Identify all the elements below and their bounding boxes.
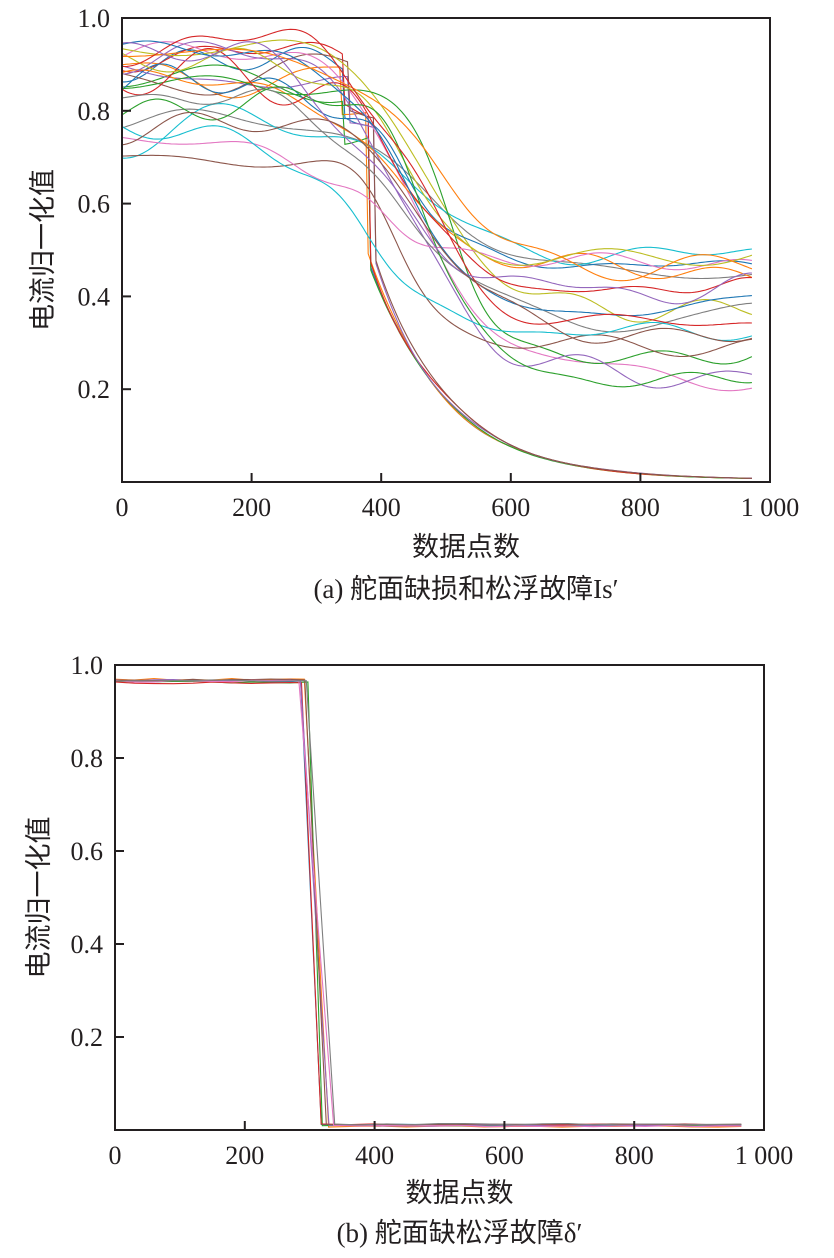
chart-b-caption: (b) 舵面缺松浮故障δ′	[337, 1218, 583, 1248]
x-tick-label: 0	[109, 1141, 122, 1170]
chart-a-series-line	[121, 48, 752, 294]
chart-a-series-line	[121, 63, 753, 269]
x-tick-label: 200	[232, 493, 271, 522]
chart-a-x-axis-title: 数据点数	[412, 532, 520, 563]
chart-a-series-line	[121, 41, 752, 305]
chart-a-series-line	[121, 69, 753, 280]
chart-a-series-line	[121, 75, 753, 365]
chart-a: 0 200 400 600 800 1 000 0.2 0.4 0.6 0.8 1.0 电流归一化值…	[28, 4, 799, 604]
x-tick-label: 600	[491, 493, 530, 522]
x-tick-label: 600	[485, 1141, 524, 1170]
chart-b-series-line	[114, 678, 742, 1126]
chart-b-series-line	[114, 679, 742, 1126]
y-tick-label: 0.4	[78, 282, 111, 311]
chart-a-series-line	[121, 86, 752, 388]
chart-a-ticks: 0 200 400 600 800 1 000 0.2 0.4 0.6 0.8 1.0	[78, 4, 800, 522]
chart-b-series-line	[114, 679, 742, 1126]
chart-a-series-line	[121, 111, 753, 344]
chart-b-series-line	[114, 680, 742, 1127]
chart-a-series-line	[121, 154, 752, 358]
chart-b-series-line	[114, 681, 742, 1126]
x-tick-label: 200	[225, 1141, 264, 1170]
y-tick-label: 0.8	[78, 97, 111, 126]
chart-a-series-line	[121, 65, 752, 479]
chart-a-series-line	[121, 47, 753, 266]
chart-b-x-axis-title: 数据点数	[406, 1178, 514, 1209]
chart-b-series-line	[114, 677, 742, 1128]
x-tick-label: 1 000	[735, 1141, 794, 1170]
y-tick-label: 0.8	[71, 744, 104, 773]
chart-a-series-line	[121, 48, 753, 282]
chart-a-series-line	[121, 88, 752, 333]
chart-a-series-line	[121, 64, 752, 479]
chart-b-series-group	[114, 677, 742, 1128]
y-tick-label: 1.0	[78, 4, 111, 33]
x-tick-label: 400	[362, 493, 401, 522]
y-tick-label: 0.2	[71, 1023, 104, 1052]
chart-a-series-line	[121, 103, 752, 266]
y-tick-label: 1.0	[71, 651, 104, 680]
chart-a-series-line	[121, 40, 752, 317]
chart-b-series-line	[114, 678, 742, 1127]
y-tick-label: 0.2	[78, 375, 111, 404]
chart-a-series-line	[121, 41, 753, 392]
x-tick-label: 1 000	[741, 493, 800, 522]
chart-a-caption: (a) 舵面缺损和松浮故障Is′	[313, 574, 618, 604]
chart-b: 0 200 400 600 800 1 000 0.2 0.4 0.6 0.8 1.0 电流归一化值…	[24, 651, 793, 1248]
chart-a-series-group	[121, 28, 753, 479]
chart-a-y-axis-title: 电流归一化值	[28, 169, 59, 331]
chart-a-plot-frame	[121, 17, 771, 483]
chart-a-series-line	[122, 46, 752, 479]
x-tick-label: 400	[355, 1141, 394, 1170]
chart-a-series-line	[121, 125, 753, 341]
chart-b-y-axis-title: 电流归一化值	[24, 817, 55, 979]
x-tick-label: 800	[621, 493, 660, 522]
chart-a-series-line	[121, 28, 752, 326]
chart-b-series-line	[114, 679, 742, 1128]
y-tick-label: 0.4	[71, 930, 104, 959]
x-tick-label: 0	[116, 493, 129, 522]
chart-b-plot-frame	[114, 664, 765, 1131]
y-tick-label: 0.6	[78, 190, 111, 219]
y-tick-label: 0.6	[71, 837, 104, 866]
x-tick-label: 800	[615, 1141, 654, 1170]
chart-b-ticks: 0 200 400 600 800 1 000 0.2 0.4 0.6 0.8 1.0	[71, 651, 794, 1170]
